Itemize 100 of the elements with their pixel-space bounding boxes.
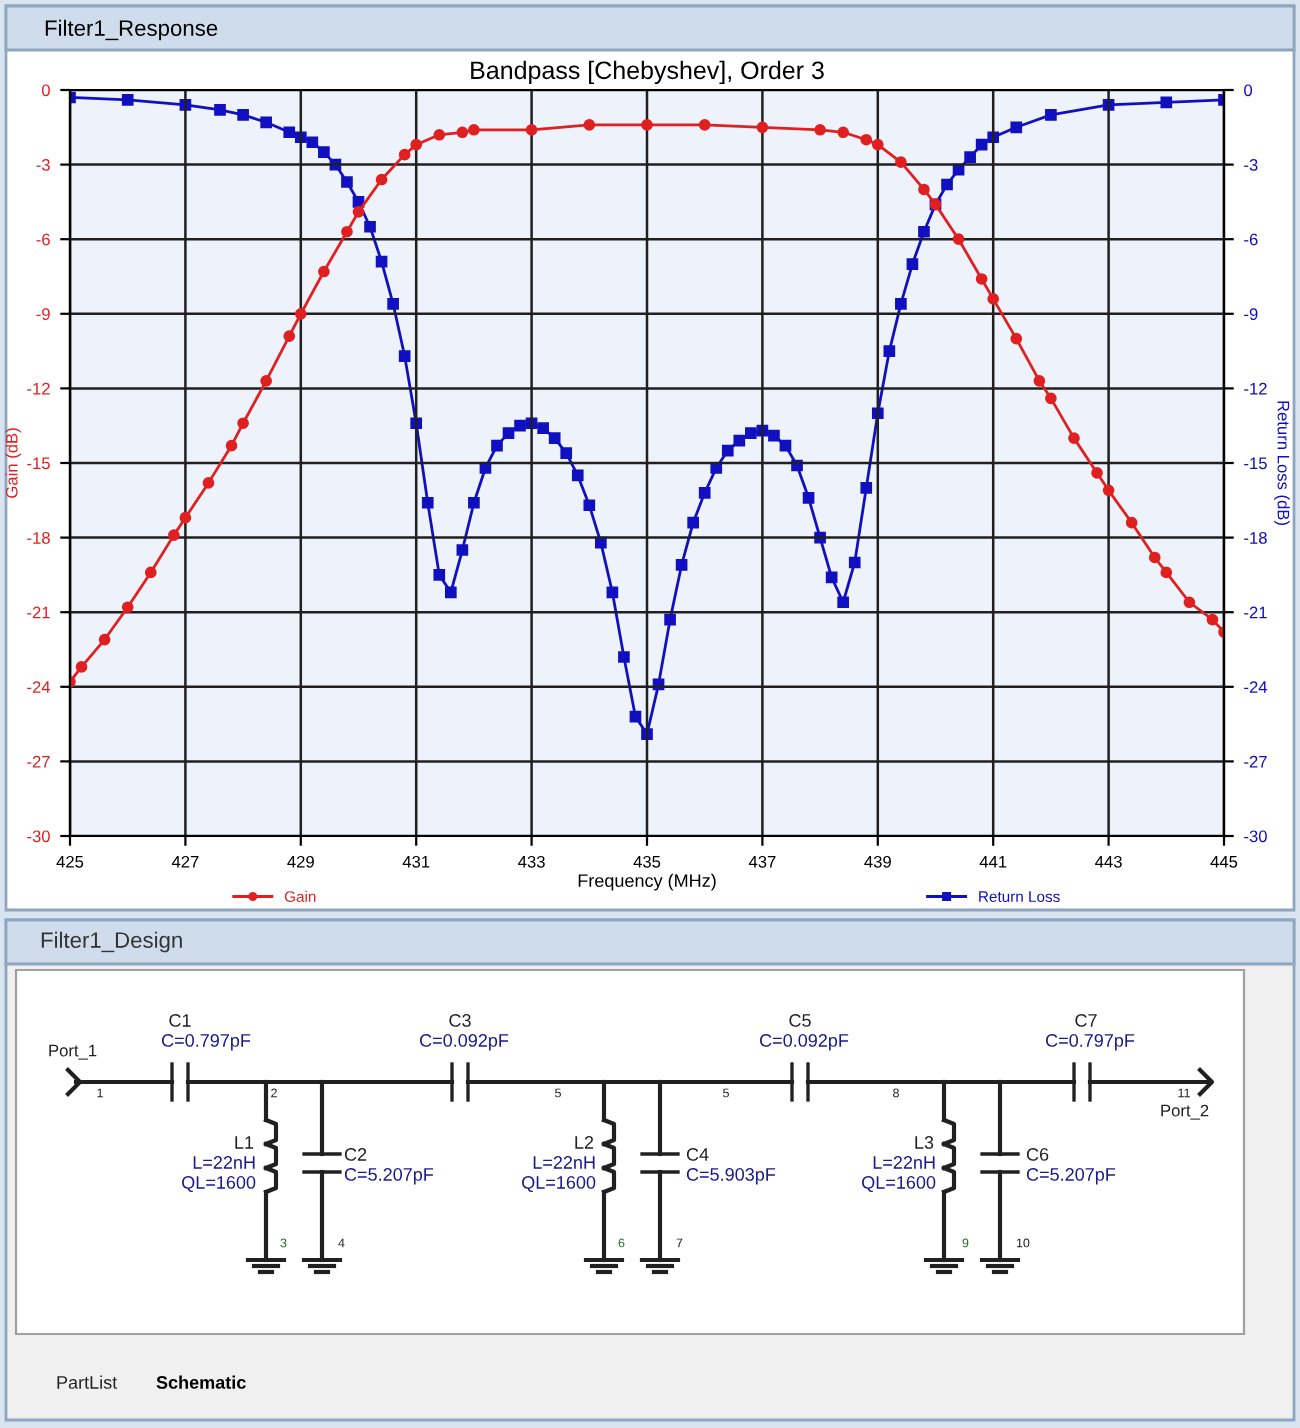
y2-tick-label: -9 [1244,308,1258,320]
text: C7 [1075,1014,1097,1027]
y-tick-label: -12 [27,382,50,395]
text: L1 [235,1136,254,1149]
point [1206,613,1219,626]
y2-tick-label: -12 [1244,382,1267,395]
point [237,417,249,430]
point [1148,551,1161,564]
point [456,126,469,139]
point [1102,484,1115,497]
point [318,265,330,278]
point [895,156,907,168]
point [202,477,215,489]
y-tick-label: -21 [27,606,50,619]
text: Filter1_Response [45,19,218,41]
x-tick-label: 431 [402,855,430,868]
y2-tick-label: -15 [1244,457,1267,470]
x-tick-label: 437 [748,855,776,868]
x-tick-label: 441 [979,856,1007,868]
y-tick-label: -18 [27,532,50,544]
x-tick-label: 443 [1095,855,1122,868]
text: C3 [449,1014,471,1027]
y2-tick-label: -3 [1244,159,1258,171]
point [341,225,353,238]
point [352,206,365,218]
y-tick-label: -15 [27,457,50,470]
text: C1 [169,1014,191,1027]
point [1125,516,1138,529]
point [1160,566,1173,579]
text: C2 [344,1148,367,1161]
x-tick-label: 427 [171,855,199,868]
point [1183,596,1196,609]
x-tick-label: 429 [287,855,314,868]
text: QL=1600 [522,1176,596,1193]
point [814,123,826,136]
text: L=22nH [873,1156,935,1169]
y-tick-label: 0 [41,84,50,97]
point [641,118,653,131]
point [987,293,1000,305]
point [283,330,296,343]
point [756,121,769,134]
point [1091,467,1103,479]
point [121,601,134,614]
point [168,529,180,541]
point [433,128,446,141]
text: C=0.092pF [760,1034,849,1051]
text: C=5.903pF [686,1168,776,1185]
text: L3 [915,1136,934,1149]
point [294,307,307,320]
y2-tick-label: 0 [1244,84,1253,97]
point [225,439,238,452]
y-tick-label: -24 [27,681,51,693]
y2-tick-label: -27 [1244,755,1267,768]
y2-tick-label: -18 [1244,532,1267,544]
y2-axis-title: Return Loss (dB) [1274,401,1290,525]
point [837,126,850,139]
point [410,138,423,151]
text: QL=1600 [862,1176,936,1193]
point [871,138,884,151]
y2-tick-label: -21 [1244,606,1267,619]
y-tick-label: -30 [27,830,50,843]
point [398,148,411,161]
y-axis-title: Gain (dB) [5,428,21,498]
point [179,511,192,524]
text: C=0.797pF [1046,1034,1135,1051]
text: C=5.207pF [1026,1168,1116,1185]
text: C=0.797pF [162,1034,251,1051]
text: Port_2 [1161,1104,1209,1120]
point [918,183,930,196]
y-tick-label: -9 [36,308,50,320]
y-tick-label: -27 [27,755,50,768]
text: Filter1_Design [41,931,182,953]
point [144,566,157,579]
point [260,375,273,387]
y-tick-label: -6 [36,233,50,246]
point [952,233,965,246]
point [75,661,88,673]
point [468,123,480,136]
text: C4 [686,1148,709,1161]
x-tick-label: 425 [56,855,84,868]
point [698,118,711,131]
point [375,173,388,186]
point [98,633,111,646]
text: Port_1 [49,1044,97,1060]
y2-tick-label: -6 [1244,233,1258,246]
text: Schematic [156,1375,246,1389]
chart-title: Bandpass [Chebyshev], Order 3 [471,60,824,85]
point [1045,392,1057,405]
text: C5 [789,1014,811,1027]
text: QL=1600 [182,1176,256,1193]
text: C6 [1026,1148,1049,1161]
point [860,133,873,146]
y2-tick-label: -24 [1244,681,1268,693]
point [583,118,596,131]
x-tick-label: 445 [1210,856,1238,868]
point [975,273,988,285]
x-axis-title: Frequency (MHz) [578,873,716,891]
text: L2 [575,1136,594,1149]
point [1010,332,1023,345]
x-tick-label: 433 [518,855,545,868]
